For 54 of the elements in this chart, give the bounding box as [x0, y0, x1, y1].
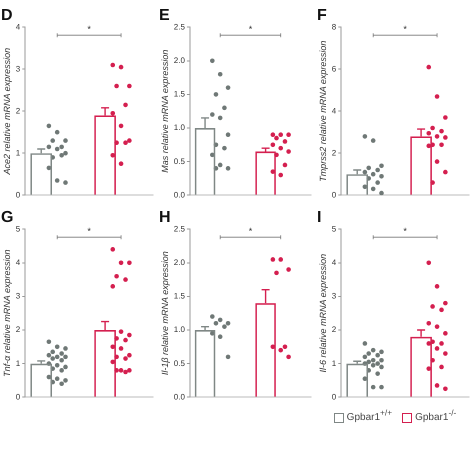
y-tick-label: 2: [16, 106, 21, 116]
y-tick-label: 5: [332, 224, 337, 234]
y-tick-label: 3: [332, 292, 337, 301]
y-tick-label: 1: [332, 358, 337, 368]
y-axis-title: Mas relative mRNA expression: [160, 50, 170, 173]
chart-title: H: [159, 209, 171, 226]
y-tick-label: 2.5: [174, 224, 186, 234]
chart-title: D: [1, 7, 13, 24]
y-tick-label: 0: [332, 392, 337, 402]
y-tick-label: 6: [332, 64, 337, 74]
y-tick-label: 2: [16, 325, 21, 334]
y-tick-label: 1: [16, 148, 21, 158]
chart-title: E: [159, 7, 170, 24]
y-tick-label: 1.5: [174, 90, 186, 99]
y-tick-label: 3: [16, 292, 21, 301]
y-axis-title: Il-6 relative mRNA expression: [318, 254, 328, 373]
y-tick-label: 1.5: [174, 292, 186, 301]
y-tick-label: 2: [332, 148, 337, 158]
y-tick-label: 0.0: [174, 190, 186, 200]
y-tick-label: 2: [332, 325, 337, 334]
y-tick-label: 8: [332, 22, 337, 32]
annotation: *: [87, 226, 92, 236]
y-tick-label: 0: [16, 392, 21, 402]
y-tick-label: 2.5: [174, 22, 186, 32]
annotation: *: [403, 226, 408, 236]
y-axis-title: Tnf-α relative mRNA expression: [2, 250, 12, 377]
y-tick-label: 1.0: [174, 123, 186, 132]
y-axis-title: Il-1β relative mRNA expression: [160, 251, 170, 376]
annotation: *: [403, 24, 408, 34]
y-tick-label: 4: [16, 258, 21, 268]
y-tick-label: 5: [16, 224, 21, 234]
y-tick-label: 2.0: [174, 56, 186, 66]
y-tick-label: 0.0: [174, 392, 186, 402]
y-tick-label: 4: [332, 106, 337, 116]
y-tick-label: 3: [16, 64, 21, 74]
annotation: *: [248, 24, 253, 34]
chart-title: F: [317, 7, 327, 24]
y-axis-title: Ace2 relative mRNA expression: [2, 48, 12, 176]
y-tick-label: 0.5: [174, 358, 186, 368]
y-tick-label: 4: [332, 258, 337, 268]
legend-label: Gpbar1$^{-/-}$: [415, 408, 456, 424]
y-tick-label: 2.0: [174, 258, 186, 268]
y-tick-label: 0: [332, 190, 337, 200]
legend-label: Gpbar1$^{+/+}$: [346, 408, 392, 424]
y-tick-label: 1: [16, 358, 21, 368]
chart-title: G: [1, 209, 14, 226]
y-tick-label: 0: [16, 190, 21, 200]
chart-title: I: [317, 209, 322, 226]
y-tick-label: 1.0: [174, 325, 186, 334]
y-tick-label: 4: [16, 22, 21, 32]
annotation: *: [87, 24, 92, 34]
y-tick-label: 0.5: [174, 156, 186, 166]
y-axis-title: Tmprss2 relative mRNA expression: [318, 40, 328, 182]
annotation: *: [248, 226, 253, 236]
